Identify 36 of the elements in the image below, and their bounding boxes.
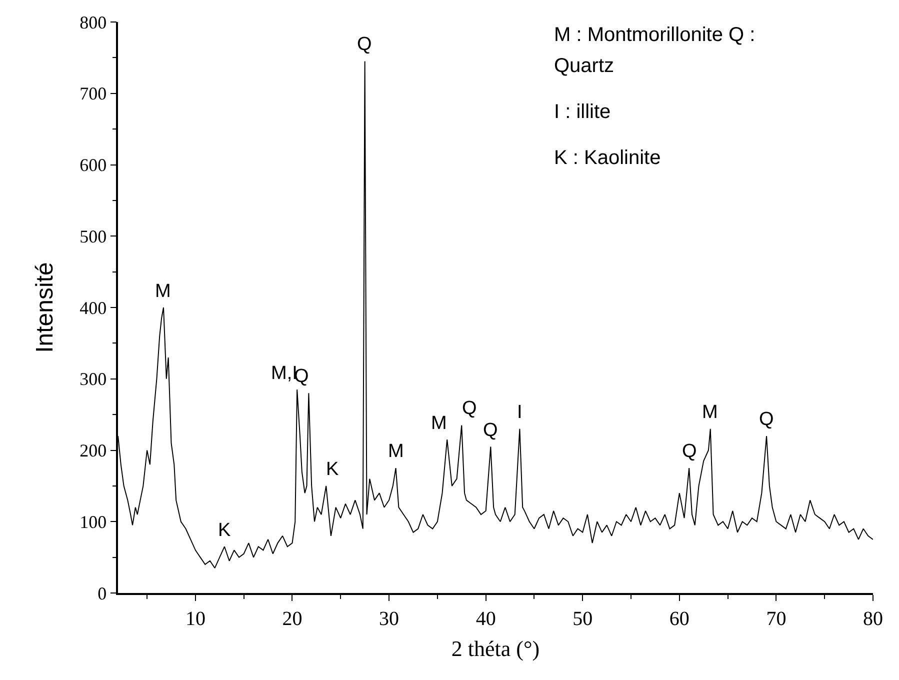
annotation: Q bbox=[357, 34, 372, 55]
y-tick-label: 300 bbox=[80, 369, 107, 390]
y-tick-label: 400 bbox=[80, 298, 107, 318]
annotation: Q bbox=[682, 441, 697, 462]
x-tick-label: 30 bbox=[379, 608, 400, 630]
annotation: Q bbox=[759, 409, 774, 430]
annotation: K : Kaolinite bbox=[554, 147, 661, 169]
x-tick-label: 50 bbox=[572, 608, 593, 630]
annotation: M : Montmorillonite Q : bbox=[554, 24, 756, 46]
x-tick-label: 40 bbox=[476, 608, 496, 630]
y-tick-label: 500 bbox=[80, 226, 107, 246]
annotation: Quartz bbox=[554, 55, 614, 77]
x-tick-label: 20 bbox=[282, 608, 302, 630]
x-tick-label: 10 bbox=[185, 608, 206, 630]
y-tick-label: 700 bbox=[80, 84, 107, 104]
annotation: M bbox=[431, 413, 447, 434]
y-tick-label: 600 bbox=[80, 155, 107, 176]
x-tick-label: 60 bbox=[669, 608, 690, 630]
annotation: I : illite bbox=[554, 101, 611, 123]
annotation: M,I bbox=[271, 363, 298, 384]
annotation: I bbox=[517, 402, 522, 423]
y-tick-label: 800 bbox=[80, 12, 107, 32]
y-tick-label: 200 bbox=[80, 440, 107, 461]
annotation: M bbox=[702, 402, 718, 423]
x-axis-title: 2 théta (°) bbox=[451, 636, 540, 662]
y-axis-title: Intensité bbox=[31, 262, 58, 353]
annotation: Q bbox=[483, 420, 498, 441]
y-tick-label: 0 bbox=[98, 583, 107, 604]
annotation: M bbox=[388, 441, 404, 462]
x-tick-label: 80 bbox=[863, 608, 883, 630]
annotation: Q bbox=[462, 398, 477, 419]
x-tick-label: 70 bbox=[766, 608, 786, 630]
y-tick-label: 100 bbox=[80, 512, 107, 532]
annotation: K bbox=[326, 459, 339, 480]
annotation: K bbox=[218, 520, 231, 541]
annotation: M bbox=[155, 281, 171, 302]
